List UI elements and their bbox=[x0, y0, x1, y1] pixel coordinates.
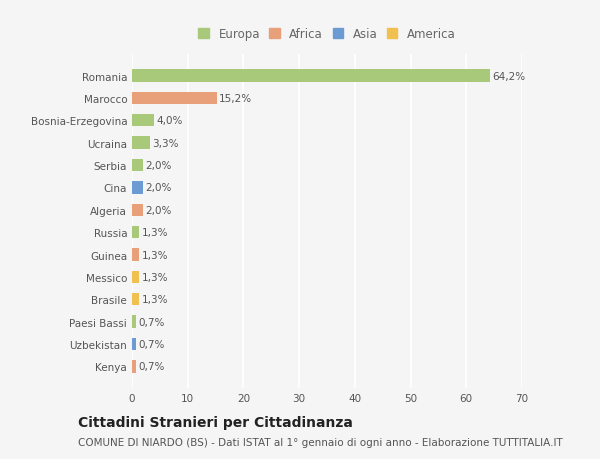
Text: 4,0%: 4,0% bbox=[157, 116, 183, 126]
Bar bbox=[132, 70, 490, 83]
Bar bbox=[132, 249, 139, 261]
Bar bbox=[132, 360, 136, 373]
Text: 15,2%: 15,2% bbox=[219, 94, 252, 104]
Bar bbox=[132, 182, 143, 194]
Text: 1,3%: 1,3% bbox=[142, 228, 168, 238]
Text: 2,0%: 2,0% bbox=[145, 183, 172, 193]
Legend: Europa, Africa, Asia, America: Europa, Africa, Asia, America bbox=[199, 28, 455, 41]
Bar bbox=[132, 93, 217, 105]
Text: 0,7%: 0,7% bbox=[138, 362, 164, 372]
Bar bbox=[132, 115, 154, 127]
Text: 1,3%: 1,3% bbox=[142, 272, 168, 282]
Text: 0,7%: 0,7% bbox=[138, 317, 164, 327]
Text: 3,3%: 3,3% bbox=[152, 138, 179, 148]
Bar bbox=[132, 160, 143, 172]
Text: 0,7%: 0,7% bbox=[138, 339, 164, 349]
Bar bbox=[132, 316, 136, 328]
Text: 2,0%: 2,0% bbox=[145, 205, 172, 215]
Text: 64,2%: 64,2% bbox=[492, 71, 525, 81]
Bar bbox=[132, 293, 139, 306]
Bar bbox=[132, 204, 143, 217]
Bar bbox=[132, 137, 151, 150]
Bar bbox=[132, 271, 139, 283]
Bar bbox=[132, 226, 139, 239]
Text: COMUNE DI NIARDO (BS) - Dati ISTAT al 1° gennaio di ogni anno - Elaborazione TUT: COMUNE DI NIARDO (BS) - Dati ISTAT al 1°… bbox=[78, 437, 563, 447]
Bar bbox=[132, 338, 136, 350]
Text: 1,3%: 1,3% bbox=[142, 250, 168, 260]
Text: 2,0%: 2,0% bbox=[145, 161, 172, 171]
Text: 1,3%: 1,3% bbox=[142, 295, 168, 305]
Text: Cittadini Stranieri per Cittadinanza: Cittadini Stranieri per Cittadinanza bbox=[78, 415, 353, 429]
